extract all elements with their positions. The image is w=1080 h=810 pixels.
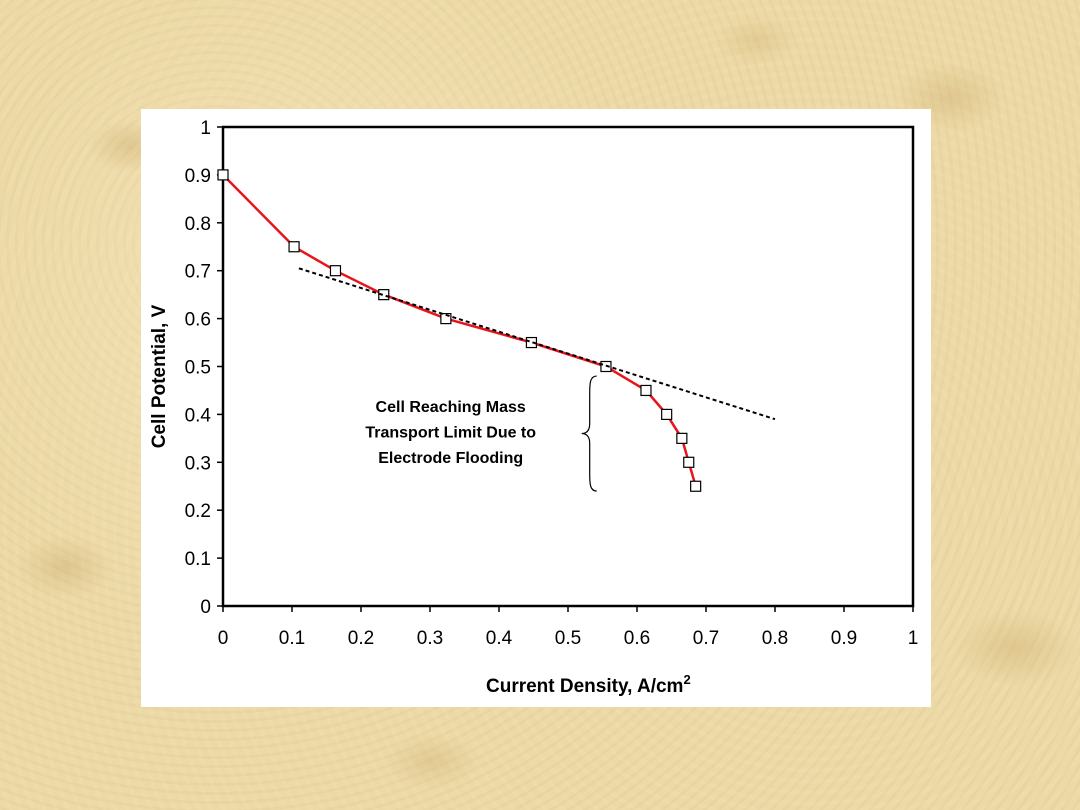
- annotation-text-line: Transport Limit Due to: [365, 425, 536, 442]
- data-point-marker: [217, 169, 229, 181]
- x-tick-label: 0.1: [279, 628, 305, 649]
- data-point-marker: [288, 241, 300, 253]
- y-tick-label: 0.4: [185, 405, 212, 426]
- data-point-marker: [329, 265, 342, 277]
- y-tick-label: 0.5: [185, 358, 211, 379]
- polarization-chart: 0 0.1 0.2 0.3 0.4 0.5 0.6 0.7 0.8 0.9 1 0 0.1 0.2 0.3 0…: [149, 118, 919, 697]
- annotation-brace: [581, 375, 597, 492]
- y-tick-label: 0.8: [185, 214, 211, 235]
- x-tick-label: 0.6: [624, 628, 650, 649]
- y-tick-label: 1: [200, 118, 211, 139]
- x-tick-label: 0.8: [762, 628, 788, 649]
- x-axis-title-text: Current Density, A/cm: [486, 676, 683, 697]
- data-point-marker: [440, 313, 452, 325]
- data-point-marker: [683, 456, 695, 468]
- x-tick-label: 0.9: [831, 628, 857, 649]
- y-tick-label: 0.6: [185, 310, 211, 331]
- plot-area-frame: [221, 125, 915, 608]
- y-tick-label: 0.1: [185, 549, 211, 570]
- annotation-text-line: Cell Reaching Mass: [376, 399, 526, 416]
- x-tick-label: 0.5: [555, 628, 581, 649]
- x-tick-label: 0.3: [417, 628, 443, 649]
- trend-line-dashed: [298, 267, 776, 421]
- data-point-marker: [690, 480, 702, 492]
- data-point-marker: [661, 408, 673, 420]
- y-tick-label: 0.2: [185, 501, 211, 522]
- y-tick-label: 0.3: [185, 453, 211, 474]
- x-tick-label: 0.7: [693, 628, 719, 649]
- data-point-marker: [640, 384, 652, 397]
- y-axis-title: Cell Potential, V: [149, 304, 170, 448]
- y-tick-label: 0.9: [185, 166, 211, 187]
- y-tick-label: 0: [200, 597, 211, 618]
- x-tick-label: 1: [908, 628, 919, 649]
- x-tick-label: 0.4: [486, 628, 513, 649]
- x-tick-label: 0.2: [348, 628, 374, 649]
- x-axis-title: Current Density, A/cm2: [486, 672, 691, 697]
- x-axis-title-superscript: 2: [683, 672, 690, 687]
- data-point-marker: [676, 432, 688, 444]
- annotation-text-line: Electrode Flooding: [378, 450, 523, 467]
- chart-panel: 0 0.1 0.2 0.3 0.4 0.5 0.6 0.7 0.8 0.9 1 0 0.1 0.2 0.3 0…: [141, 109, 931, 707]
- x-tick-label: 0: [218, 628, 229, 649]
- y-tick-label: 0.7: [185, 262, 211, 283]
